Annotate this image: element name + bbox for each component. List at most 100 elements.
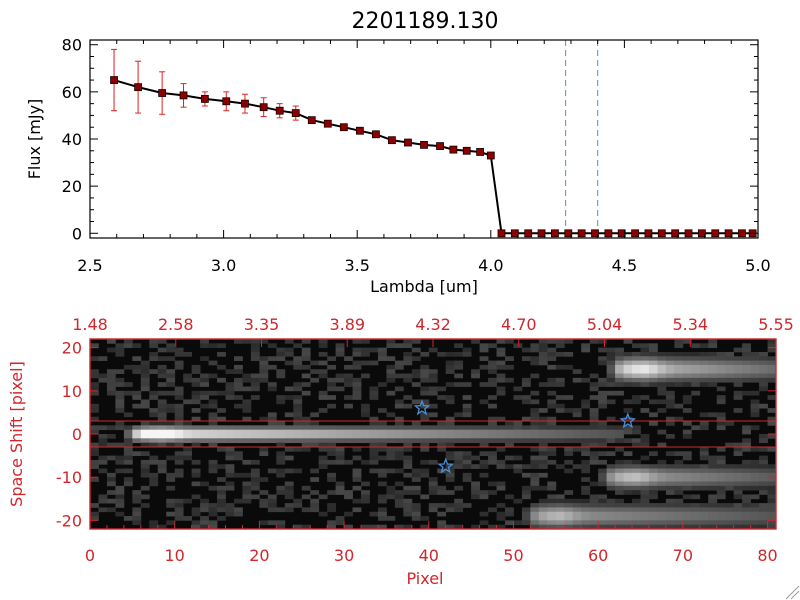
heatmap-cell — [598, 399, 608, 405]
heatmap-cell — [547, 485, 557, 491]
heatmap-cell — [140, 472, 150, 478]
heatmap-cell — [276, 347, 286, 353]
heatmap-cell — [767, 356, 777, 361]
heatmap-cell — [699, 464, 709, 469]
heatmap-cell — [623, 485, 633, 491]
heatmap-cell — [699, 421, 709, 426]
data-point — [657, 229, 666, 238]
heatmap-cell — [750, 503, 760, 508]
heatmap-cell — [496, 416, 506, 422]
heatmap-cell — [615, 485, 624, 491]
heatmap-cell — [403, 511, 413, 517]
heatmap-cell — [682, 464, 692, 469]
heatmap-cell — [123, 451, 133, 456]
heatmap-cell — [411, 477, 421, 482]
heatmap-cell — [106, 377, 116, 383]
heatmap-cell — [428, 403, 438, 409]
heatmap-cell — [250, 386, 260, 392]
heatmap-cell — [632, 481, 641, 487]
heatmap-cell — [733, 477, 743, 482]
resize-grip-icon[interactable] — [785, 585, 800, 600]
heatmap-cell — [759, 386, 768, 392]
heat-y-tick-label: 0 — [72, 425, 82, 444]
heatmap-cell — [123, 382, 133, 387]
heatmap-cell — [369, 347, 379, 353]
heatmap-cell — [767, 481, 777, 487]
heatmap-cell — [115, 425, 125, 431]
heatmap-cell — [572, 511, 582, 517]
heatmap-cell — [225, 382, 235, 387]
heatmap-cell — [386, 446, 396, 452]
heatmap-cell — [149, 455, 159, 461]
heatmap-cell — [479, 438, 489, 444]
heatmap-cell — [174, 395, 184, 400]
heatmap-cell — [386, 369, 396, 374]
heatmap-cell — [538, 464, 548, 469]
data-point — [711, 229, 720, 238]
heatmap-cell — [589, 516, 599, 521]
y-tick-label: 20 — [62, 177, 82, 196]
heatmap-cell — [90, 503, 99, 508]
heatmap-cell — [606, 369, 616, 374]
heatmap-cell — [428, 438, 438, 444]
data-point — [222, 97, 231, 106]
heatmap-cell — [327, 503, 337, 508]
heatmap-cell — [564, 339, 574, 344]
heatmap-cell — [708, 472, 718, 478]
heatmap-cell — [454, 412, 464, 418]
heatmap-cell — [530, 507, 540, 513]
heatmap-cell — [699, 412, 709, 418]
heatmap-cell — [589, 481, 599, 487]
heatmap-cell — [632, 472, 641, 478]
heatmap-cell — [759, 455, 768, 461]
heatmap-cell — [420, 494, 430, 500]
heatmap-cell — [115, 455, 125, 461]
heatmap-cell — [496, 377, 506, 383]
heatmap-cell — [716, 373, 726, 379]
heatmap-cell — [462, 351, 472, 357]
heatmap-cell — [242, 377, 252, 383]
heatmap-cell — [547, 511, 557, 517]
heatmap-cell — [149, 356, 159, 361]
x-tick-label: 2.5 — [77, 256, 102, 275]
heatmap-cell — [657, 503, 667, 508]
heatmap-cell — [564, 524, 574, 530]
heatmap-cell — [200, 524, 209, 530]
heatmap-cell — [716, 516, 726, 521]
heatmap-cell — [301, 442, 311, 448]
heatmap-cell — [530, 464, 540, 469]
heatmap-cell — [454, 455, 464, 461]
heatmap-cell — [90, 429, 99, 435]
heatmap-cell — [115, 498, 125, 504]
heatmap-cell — [742, 520, 751, 526]
heatmap-cell — [369, 451, 379, 456]
heatmap-cell — [640, 485, 650, 491]
heatmap-cell — [640, 503, 650, 508]
data-point — [158, 89, 167, 97]
heatmap-cell — [454, 364, 464, 370]
heatmap-cell — [733, 377, 743, 383]
heatmap-cell — [521, 516, 531, 521]
heatmap-cell — [598, 382, 608, 387]
heatmap-cell — [217, 490, 226, 495]
heatmap-cell — [267, 434, 277, 439]
heatmap-cell — [742, 459, 751, 465]
heatmap-cell — [682, 421, 692, 426]
heatmap-cell — [183, 351, 193, 357]
heatmap-cell — [488, 425, 497, 431]
heatmap-cell — [488, 416, 497, 422]
heatmap-cell — [682, 524, 692, 530]
heatmap-cell — [149, 438, 159, 444]
heatmap-cell — [98, 438, 108, 444]
heatmap-cell — [327, 524, 337, 530]
heatmap-cell — [293, 412, 303, 418]
heatmap-cell — [674, 481, 684, 487]
heatmap-cell — [564, 408, 574, 413]
heatmap-cell — [538, 498, 548, 504]
heatmap-cell — [598, 390, 608, 396]
heatmap-cell — [623, 416, 633, 422]
heatmap-cell — [750, 520, 760, 526]
heatmap-cell — [157, 421, 167, 426]
heat-x-tick-label: 50 — [503, 546, 523, 565]
data-point — [404, 138, 412, 147]
